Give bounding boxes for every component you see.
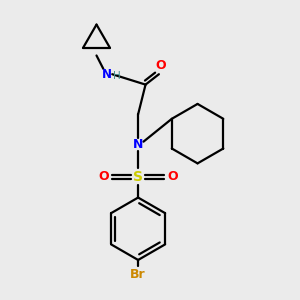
Text: O: O — [99, 170, 109, 183]
Text: S: S — [133, 170, 143, 184]
Text: N: N — [133, 138, 143, 151]
Text: H: H — [113, 71, 121, 81]
Text: N: N — [102, 68, 112, 81]
Text: O: O — [155, 59, 166, 72]
Text: O: O — [167, 170, 178, 183]
Text: Br: Br — [130, 268, 146, 281]
